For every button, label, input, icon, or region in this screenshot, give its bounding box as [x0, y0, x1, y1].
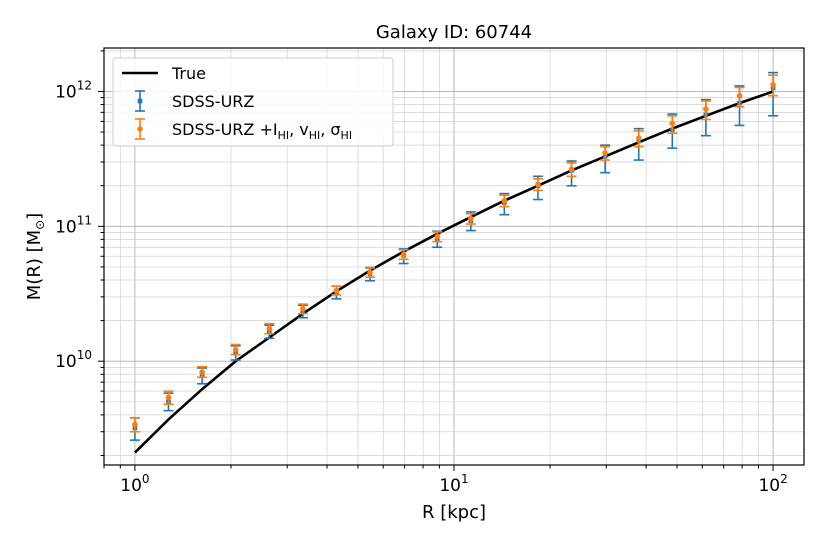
data-point	[398, 248, 409, 261]
data-point	[230, 343, 241, 356]
data-point	[432, 231, 443, 243]
marker	[232, 346, 239, 353]
legend-label: True	[171, 64, 206, 83]
y-axis-label-sub: ⊙	[33, 220, 47, 230]
y-axis-label-main: M(R) [M	[24, 230, 45, 300]
data-point	[734, 86, 745, 108]
data-point	[297, 303, 308, 315]
series-0	[133, 90, 774, 454]
marker	[602, 150, 608, 156]
legend-label: SDSS-URZ	[172, 92, 254, 111]
data-point	[465, 212, 476, 225]
x-tick-label: 101	[439, 472, 468, 496]
y-tick-label: 1011	[55, 213, 92, 237]
legend-errorbar-handle	[135, 118, 145, 140]
data-point	[163, 390, 174, 405]
legend: True SDSS-URZ SDSS-URZ +IHI, vHI, σHI	[112, 57, 394, 147]
x-tick-label: 100	[120, 472, 149, 496]
chart-title: Galaxy ID: 60744	[376, 22, 532, 43]
marker	[770, 82, 776, 88]
legend-marker	[137, 98, 143, 104]
data-point	[768, 74, 779, 97]
x-tick-label: 102	[758, 472, 787, 496]
y-axis-label-close: ]	[24, 213, 45, 220]
marker	[736, 92, 743, 99]
marker	[568, 166, 575, 173]
marker	[132, 421, 138, 428]
marker	[434, 233, 441, 240]
series-2	[129, 74, 779, 433]
marker	[300, 305, 306, 312]
marker	[535, 181, 541, 188]
y-tick-label: 1012	[55, 78, 92, 102]
y-axis-label: M(R) [M⊙]	[24, 213, 47, 300]
data-point	[264, 322, 275, 335]
legend-errorbar-handle	[135, 90, 145, 112]
true-curve	[133, 90, 774, 454]
marker	[468, 215, 474, 222]
marker	[367, 269, 373, 276]
marker	[501, 197, 508, 204]
legend-box	[112, 57, 394, 147]
legend-label: SDSS-URZ +IHI, vHI, σHI	[172, 120, 352, 142]
marker	[669, 120, 676, 127]
x-axis-label: R [kpc]	[422, 502, 486, 523]
marker	[400, 251, 407, 258]
data-point	[331, 285, 342, 296]
ticks: 100 101 102 1010 1011 1012	[55, 50, 788, 496]
data-point	[600, 145, 611, 161]
data-point	[197, 365, 208, 379]
data-point	[499, 194, 510, 208]
data-point	[566, 162, 577, 178]
marker	[333, 287, 340, 294]
marker	[199, 369, 205, 375]
data-point	[700, 100, 711, 121]
legend-marker	[137, 126, 143, 132]
data-point	[129, 417, 140, 433]
data-point	[667, 114, 678, 135]
marker	[703, 106, 709, 112]
data-point	[365, 267, 376, 278]
y-tick-label: 1010	[55, 348, 92, 372]
series-layer	[129, 71, 779, 454]
marker	[266, 325, 273, 332]
data-point	[633, 130, 644, 148]
data-point	[532, 178, 543, 192]
marker	[165, 394, 172, 401]
marker	[635, 135, 642, 142]
